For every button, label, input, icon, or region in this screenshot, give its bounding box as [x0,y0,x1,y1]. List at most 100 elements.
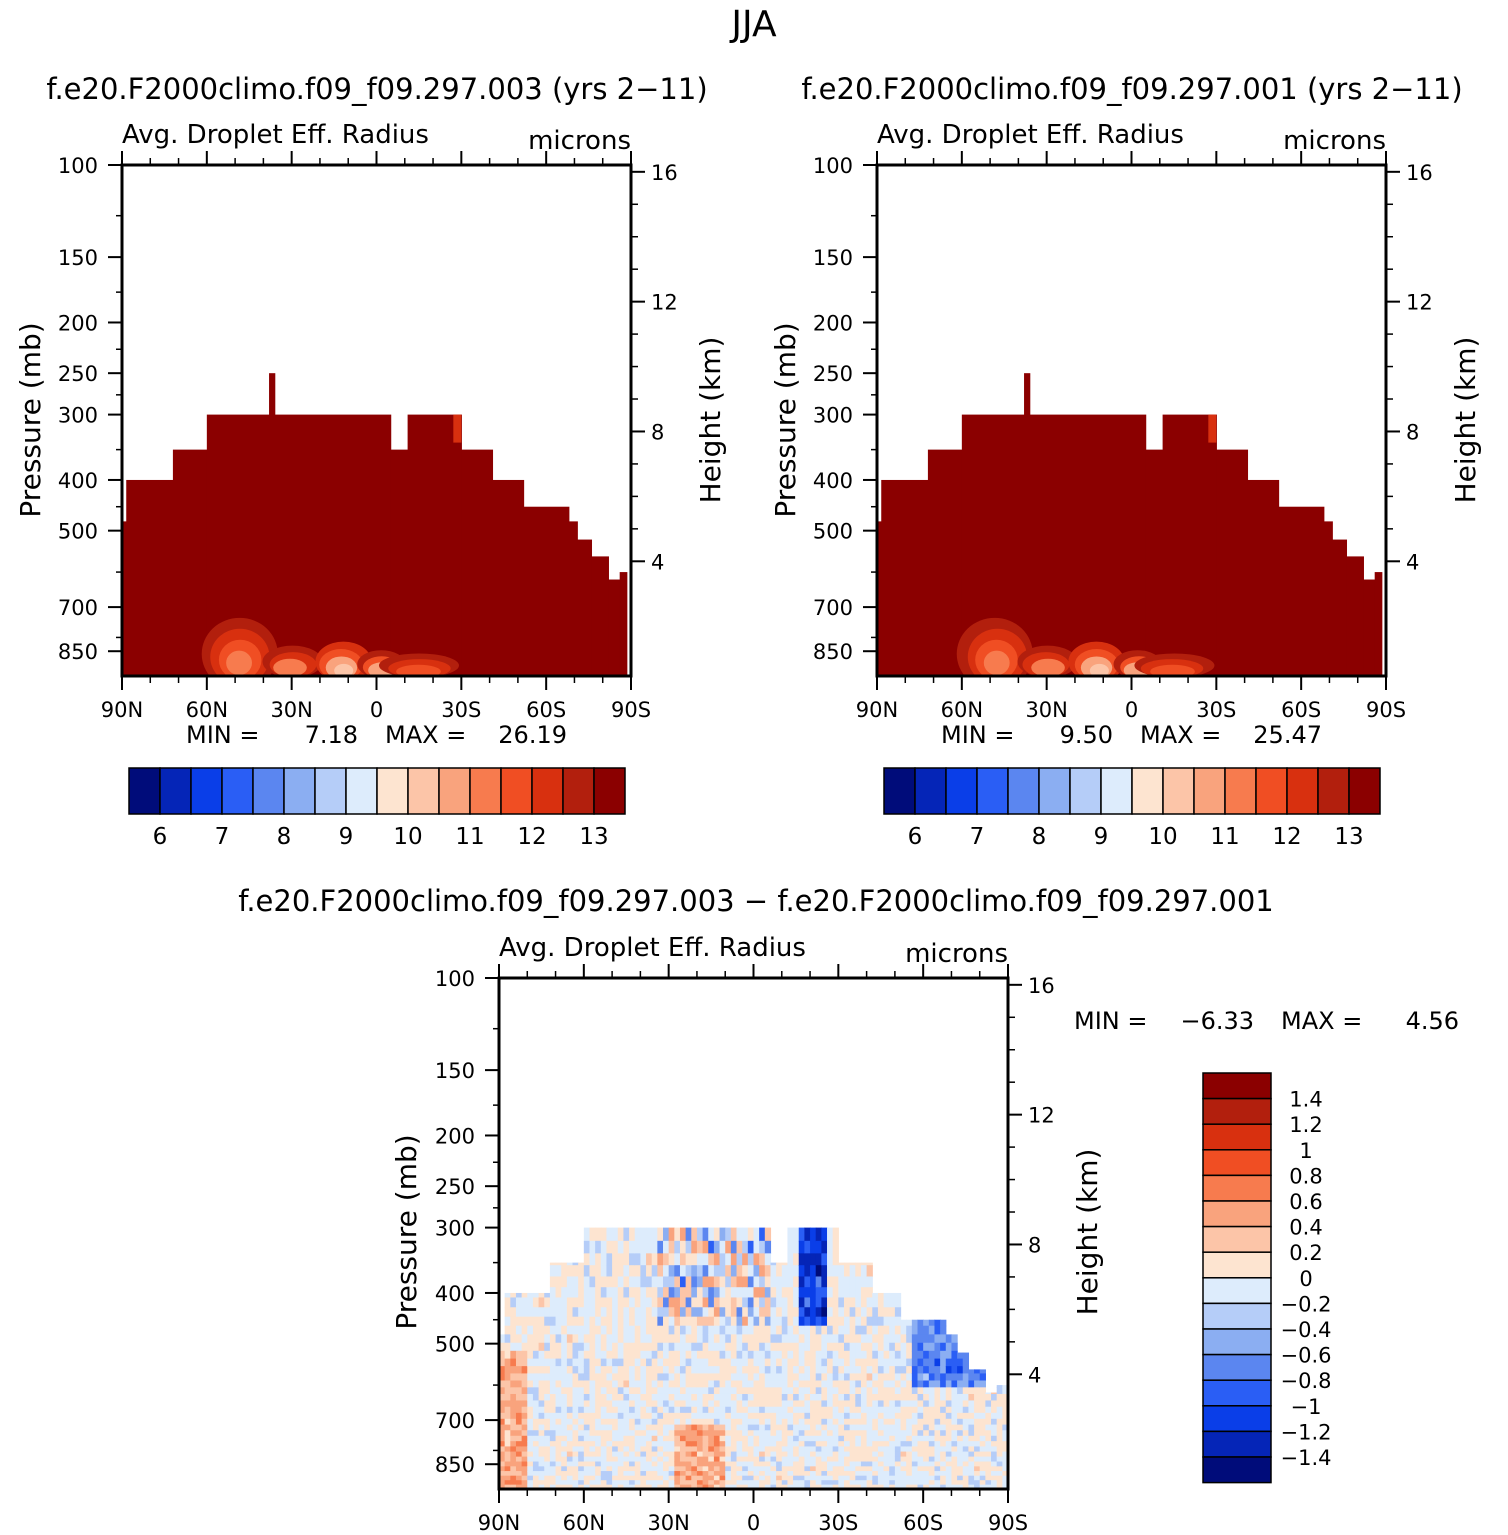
field-cell [866,1466,873,1472]
field-cell [900,1358,907,1367]
field-cell [679,1265,687,1278]
field-cell [827,1446,834,1453]
field-cell [742,1393,749,1402]
field-cell [991,1435,998,1442]
field-cell [555,1358,562,1367]
field-cell [651,1406,658,1414]
field-cell [691,1466,698,1472]
field-cell [776,1412,783,1420]
field-cell [1216,449,1249,676]
field-cell [589,1387,596,1395]
field-cell [996,1466,1003,1472]
field-cell [566,1412,574,1420]
field-cell [838,1350,845,1360]
field-cell [883,1366,890,1375]
field-cell [668,1418,675,1426]
field-cell [900,1350,907,1360]
pressure-tick-label: 250 [58,362,98,386]
field-cell [595,1334,602,1344]
field-cell [555,1380,562,1388]
field-cell [860,1262,868,1266]
field-cell [883,1430,890,1437]
field-cell [832,1334,839,1344]
field-cell [617,1287,625,1299]
field-cell [753,1412,760,1420]
field-cell [617,1342,625,1352]
field-cell [691,1316,698,1327]
field-cell [646,1287,653,1299]
field-cell [770,1471,777,1477]
field-cell [787,1342,794,1352]
field-cell [685,1471,692,1477]
field-cell [747,1342,755,1352]
field-cell [872,1400,879,1408]
field-cell [770,1366,777,1375]
field-cell [702,1287,709,1299]
field-cell [883,1307,890,1318]
field-cell [872,1342,879,1352]
field-cell [872,1418,879,1426]
field-cell [872,1412,879,1420]
field-cell [889,1480,896,1486]
field-cell [578,1406,585,1414]
field-cell [492,479,525,676]
field-cell [544,1471,551,1477]
field-cell [787,1307,794,1318]
field-cell [736,1451,743,1458]
field-cell [544,1350,551,1360]
field-cell [572,1480,579,1486]
pressure-tick-label: 850 [813,640,853,664]
field-cell [906,1441,913,1448]
field-cell [719,1406,726,1414]
field-cell [934,1406,941,1414]
field-cell [747,1406,755,1414]
field-cell [832,1466,839,1472]
field-cell [572,1265,579,1278]
field-cell [691,1373,698,1382]
field-cell [578,1441,585,1448]
field-cell [725,1387,732,1395]
field-cell [821,1418,828,1426]
field-cell [827,1227,834,1242]
field-cell [804,1393,811,1402]
field-cell [510,1466,517,1472]
field-cell [736,1316,743,1327]
colorbar-label: 0.2 [1289,1241,1322,1265]
field-cell [646,1325,653,1335]
field-cell [860,1276,868,1288]
field-cell [747,1412,755,1420]
field-cell [866,1430,873,1437]
field-cell [951,1471,958,1477]
field-cell [725,1393,732,1402]
field-cell [629,1475,636,1481]
field-cell [736,1342,743,1352]
field-cell [606,1475,613,1481]
field-cell [911,1435,919,1442]
field-cell [725,1484,732,1489]
field-cell [504,1350,511,1360]
field-cell [725,1325,732,1335]
field-cell [759,1380,766,1388]
field-cell [504,1342,511,1352]
field-cell [843,1334,851,1344]
field-cell [770,1424,777,1431]
field-cell [923,1334,930,1344]
field-cell [572,1412,579,1420]
field-cell [759,1373,766,1382]
max-label-diff: MAX = [1281,1007,1362,1035]
field-cell [589,1342,596,1352]
field-cell [646,1406,653,1414]
field-cell [764,1393,772,1402]
field-cell [719,1446,726,1453]
field-cell [781,1418,789,1426]
field-cell [764,1287,772,1299]
field-cell [991,1412,998,1420]
field-cell [407,414,462,676]
field-cell [544,1358,551,1367]
field-cell [623,1366,630,1375]
field-cell [894,1435,902,1442]
field-cell [696,1480,704,1486]
field-cell [855,1475,862,1481]
field-cell [934,1412,941,1420]
